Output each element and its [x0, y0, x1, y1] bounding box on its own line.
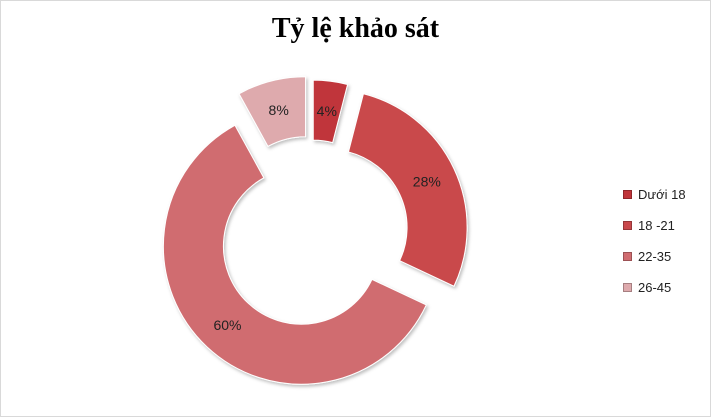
- legend-item-2: 22-35: [623, 241, 686, 272]
- donut-slice-3: [238, 76, 307, 148]
- legend-label-2: 22-35: [638, 249, 672, 264]
- legend-swatch-1: [623, 221, 632, 230]
- legend-swatch-3: [623, 283, 632, 292]
- legend-label-3: 26-45: [638, 280, 672, 295]
- data-label-1: 28%: [413, 174, 441, 190]
- legend-swatch-0: [623, 190, 632, 199]
- data-label-3: 8%: [269, 102, 289, 118]
- legend-item-1: 18 -21: [623, 210, 686, 241]
- legend-swatch-2: [623, 252, 632, 261]
- legend: Dưới 18 18 -21 22-35 26-45: [623, 179, 686, 303]
- legend-label-0: Dưới 18: [638, 187, 686, 202]
- donut-slice-2: [162, 124, 427, 385]
- legend-label-1: 18 -21: [638, 218, 675, 233]
- legend-item-0: Dưới 18: [623, 179, 686, 210]
- chart-title: Tỷ lệ khảo sát: [271, 13, 440, 44]
- donut-slice-1: [347, 93, 468, 287]
- donut-slice-0: [312, 79, 349, 144]
- data-label-2: 60%: [213, 317, 241, 333]
- data-label-0: 4%: [317, 103, 337, 119]
- legend-item-3: 26-45: [623, 272, 686, 303]
